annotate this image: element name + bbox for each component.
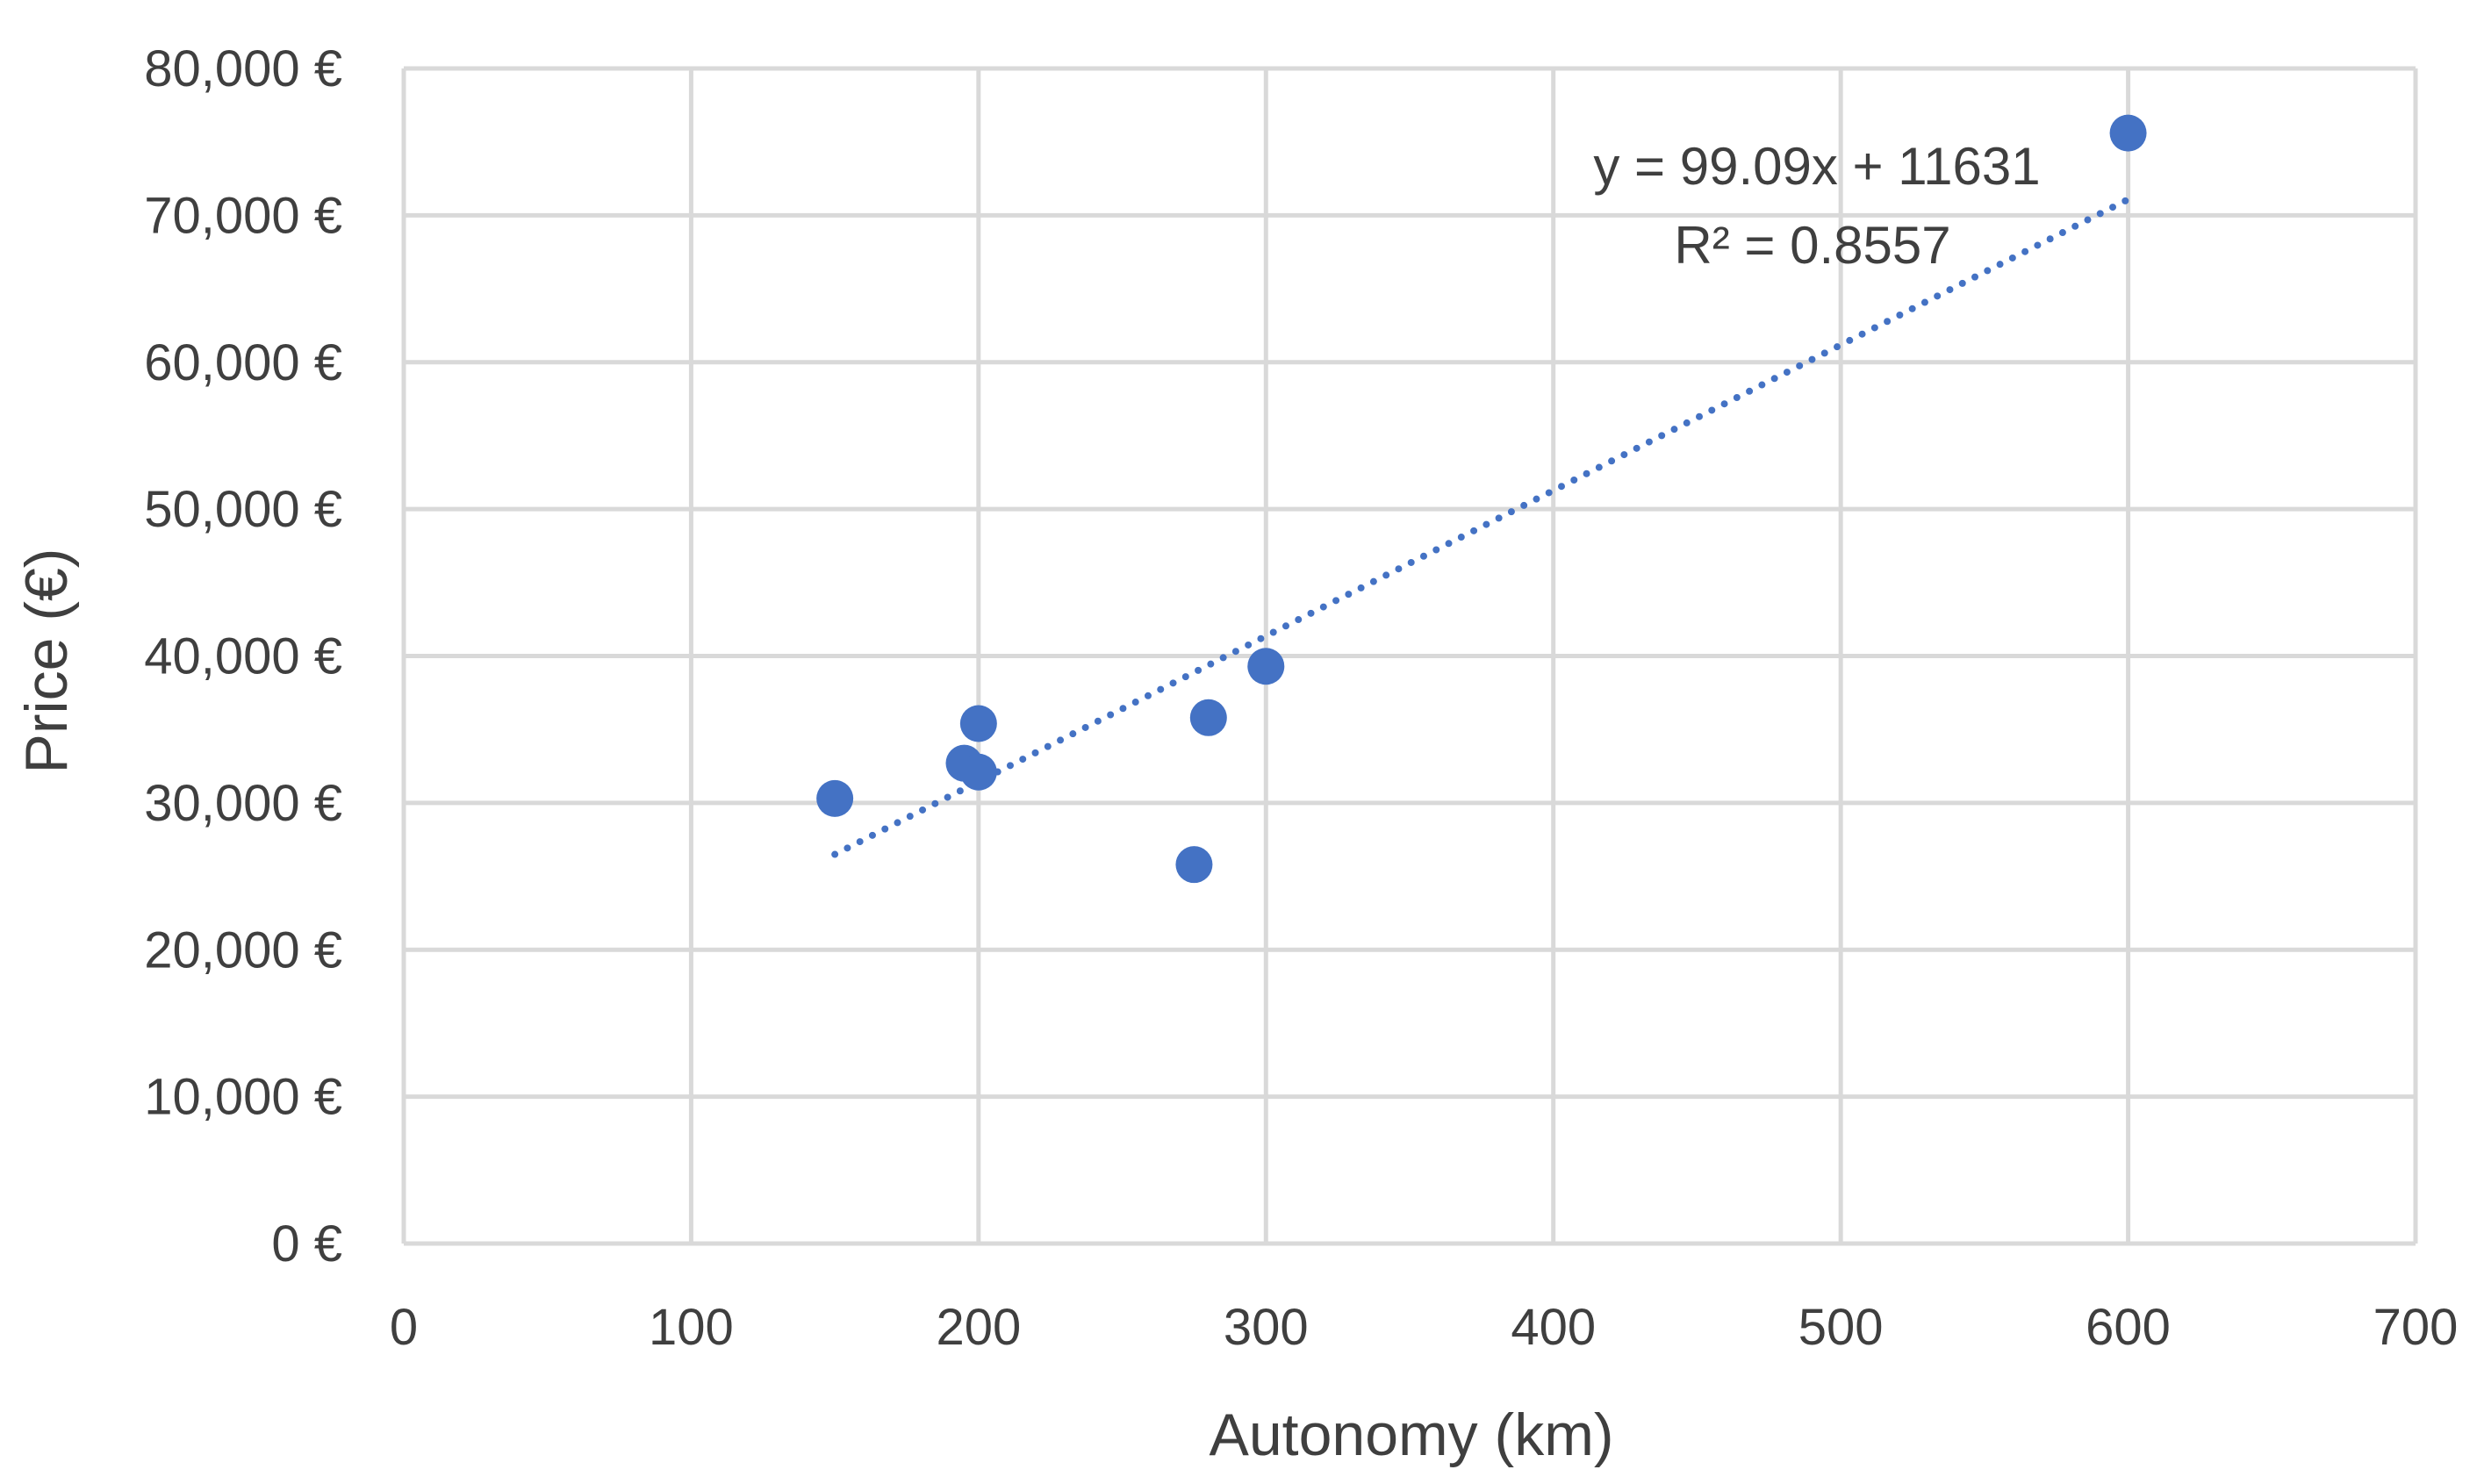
data-point: [1247, 648, 1285, 685]
x-tick-label: 400: [1511, 1299, 1596, 1356]
y-tick-label: 50,000 €: [144, 481, 342, 538]
trendline-equation: y = 99.09x + 11631: [1593, 137, 2040, 196]
x-tick-label: 600: [2086, 1299, 2171, 1356]
y-tick-label: 60,000 €: [144, 334, 342, 391]
data-point: [959, 705, 997, 742]
grid-lines: [401, 66, 2418, 1246]
y-tick-label: 80,000 €: [144, 40, 342, 97]
y-tick-label: 0 €: [271, 1215, 342, 1273]
x-tick-label: 0: [390, 1299, 418, 1356]
data-point: [1189, 699, 1227, 736]
y-tick-label: 30,000 €: [144, 775, 342, 832]
data-point: [816, 779, 854, 817]
y-tick-label: 20,000 €: [144, 921, 342, 979]
data-point: [1175, 846, 1213, 884]
x-tick-label: 200: [936, 1299, 1021, 1356]
x-tick-label: 300: [1224, 1299, 1309, 1356]
x-tick-label: 500: [1798, 1299, 1884, 1356]
x-axis-title: Autonomy (km): [1210, 1402, 1614, 1468]
y-tick-label: 10,000 €: [144, 1069, 342, 1126]
x-tick-labels: 0 100 200 300 400 500 600 700: [390, 1299, 2459, 1356]
y-axis-title: Price (€): [13, 548, 80, 774]
data-point: [2109, 114, 2147, 152]
data-points: [816, 114, 2147, 884]
x-tick-label: 700: [2373, 1299, 2459, 1356]
trendline: [831, 196, 2132, 858]
y-tick-labels: 0 € 10,000 € 20,000 € 30,000 € 40,000 € 50,00…: [144, 40, 342, 1273]
x-tick-label: 100: [649, 1299, 734, 1356]
data-point: [959, 753, 997, 791]
trendline-layer: [831, 196, 2132, 858]
trendline-r-squared: R² = 0.8557: [1674, 216, 1950, 275]
y-tick-label: 70,000 €: [144, 187, 342, 244]
y-tick-label: 40,000 €: [144, 628, 342, 685]
